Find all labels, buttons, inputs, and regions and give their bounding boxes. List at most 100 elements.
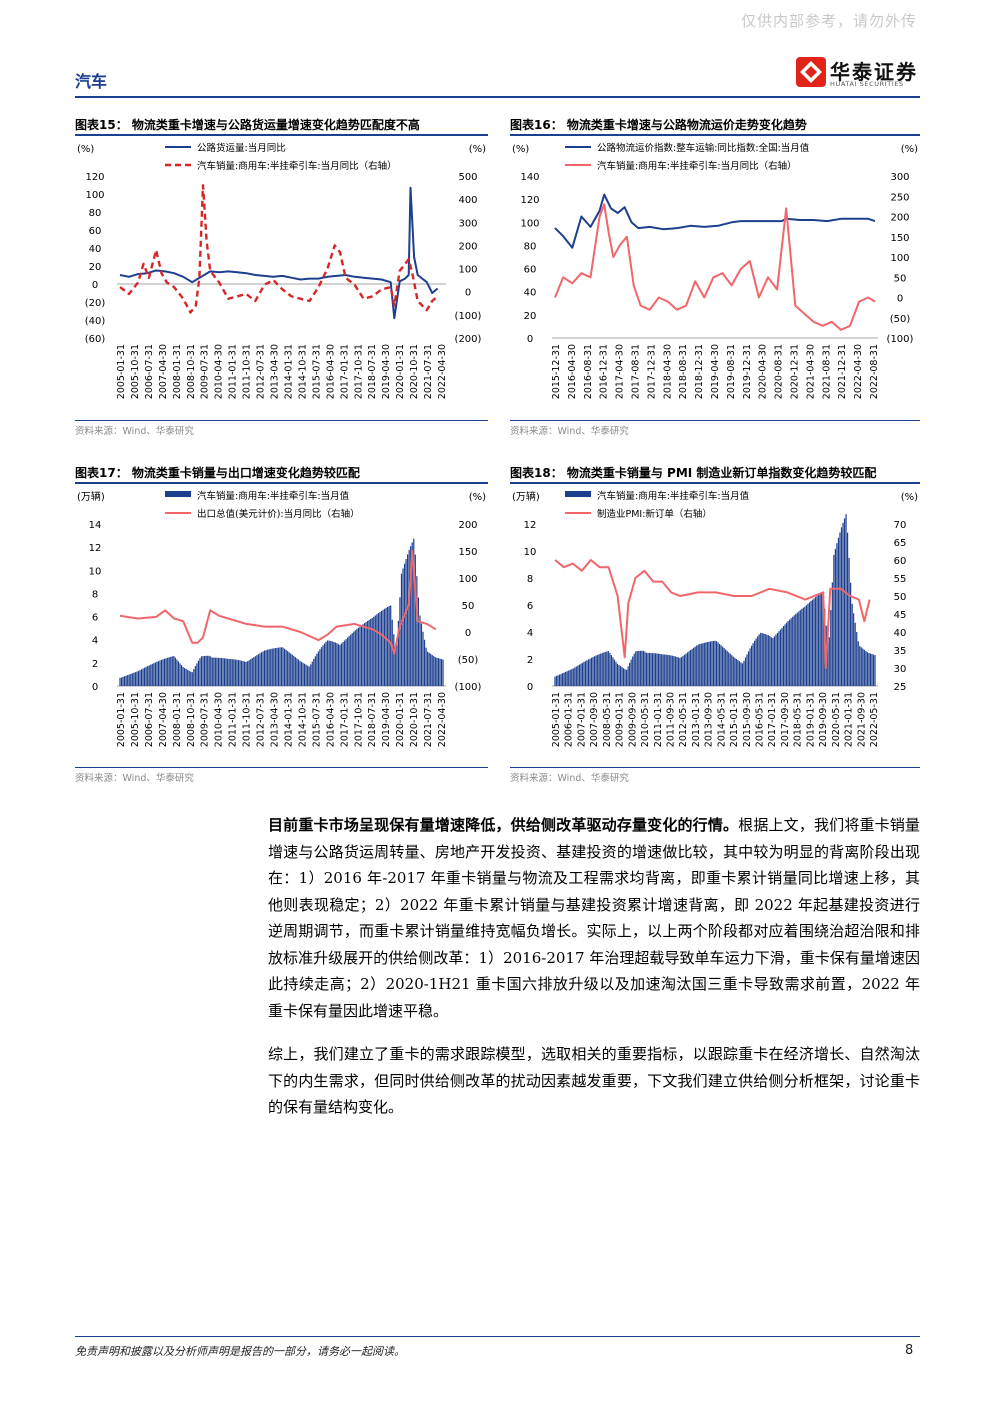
right-tick-label: 0 xyxy=(465,628,471,639)
bar xyxy=(612,657,614,686)
bar xyxy=(294,657,296,686)
bar xyxy=(210,656,212,686)
bar xyxy=(735,658,737,686)
bar xyxy=(144,667,146,686)
bar xyxy=(665,654,667,686)
bar xyxy=(648,652,651,686)
bar xyxy=(393,634,395,686)
x-tick-label: 2014-10-31 xyxy=(297,344,308,399)
bar xyxy=(373,616,375,686)
x-tick-label: 2016-04-30 xyxy=(325,344,336,399)
bar xyxy=(662,654,664,686)
bar xyxy=(632,656,634,686)
x-tick-label: 2009-01-31 xyxy=(615,692,626,747)
logo-en-text: HUATAI SECURITIES xyxy=(830,80,904,88)
bar xyxy=(722,646,724,686)
bar xyxy=(313,658,315,686)
legend-label: 汽车销量:商用车:半挂牵引车:当月同比（右轴） xyxy=(597,160,797,172)
bar xyxy=(228,658,230,686)
x-tick-label: 2011-10-31 xyxy=(242,344,253,399)
bar xyxy=(233,659,235,686)
paragraph-1-body: 根据上文，我们将重卡销量增速与公路货运周转量、房地产开发投资、基建投资的增速做比… xyxy=(268,816,920,1020)
x-tick-label: 2022-04-30 xyxy=(437,692,448,747)
bar xyxy=(717,642,719,686)
x-tick-label: 2019-04-30 xyxy=(710,344,721,399)
x-tick-label: 2018-12-31 xyxy=(694,344,705,399)
bar xyxy=(787,621,789,686)
bar xyxy=(565,671,567,686)
bar xyxy=(688,651,690,686)
logo-mark-icon xyxy=(796,57,826,87)
bar xyxy=(670,655,672,686)
bar xyxy=(403,563,406,686)
bar xyxy=(179,663,181,686)
bar xyxy=(173,656,175,686)
bar xyxy=(343,640,346,686)
bar xyxy=(337,644,340,686)
bar xyxy=(382,609,384,686)
bar xyxy=(786,622,788,686)
left-tick-label: 20 xyxy=(524,311,537,322)
bar xyxy=(801,608,803,686)
bar xyxy=(658,653,660,686)
page-number: 8 xyxy=(905,1343,914,1358)
bar xyxy=(270,648,272,686)
bar xyxy=(360,625,363,686)
bar xyxy=(245,661,247,686)
bar xyxy=(168,657,170,686)
bar xyxy=(714,640,716,686)
bar xyxy=(243,661,246,686)
left-tick-label: 100 xyxy=(85,190,104,201)
right-tick-label: 50 xyxy=(894,273,907,284)
bar xyxy=(150,664,152,686)
bar xyxy=(560,673,562,686)
x-tick-label: 2021-08-31 xyxy=(821,344,832,399)
x-tick-label: 2020-10-31 xyxy=(409,692,420,747)
x-tick-label: 2005-01-31 xyxy=(116,692,127,747)
bar xyxy=(775,634,777,686)
x-tick-label: 2015-07-31 xyxy=(311,344,322,399)
left-tick-label: 12 xyxy=(524,520,537,531)
bar xyxy=(230,659,232,686)
x-tick-label: 2016-12-31 xyxy=(599,344,610,399)
bar xyxy=(277,647,280,686)
bar xyxy=(325,641,327,686)
bar xyxy=(434,657,436,686)
x-tick-label: 2013-01-31 xyxy=(691,692,702,747)
footer-rule xyxy=(75,1336,920,1337)
x-tick-label: 2017-12-31 xyxy=(646,344,657,399)
bar xyxy=(731,655,733,686)
bar xyxy=(182,667,184,686)
bar xyxy=(265,650,267,686)
bar xyxy=(271,648,273,686)
bar xyxy=(147,666,149,686)
bar xyxy=(575,666,577,686)
bar xyxy=(725,649,727,686)
bar xyxy=(578,664,580,686)
bar xyxy=(211,657,213,686)
left-unit-label: (万辆) xyxy=(77,490,105,503)
bar xyxy=(242,661,244,686)
bar xyxy=(436,657,438,686)
bar xyxy=(767,635,769,686)
bar xyxy=(187,669,189,686)
x-tick-label: 2020-08-31 xyxy=(774,344,785,399)
bar xyxy=(789,619,791,686)
left-tick-label: 20 xyxy=(89,262,102,273)
fig16-source-rule xyxy=(510,420,920,421)
bar xyxy=(334,642,336,686)
right-tick-label: 100 xyxy=(458,265,477,276)
bar xyxy=(180,665,183,686)
bar xyxy=(125,675,127,686)
left-tick-label: 10 xyxy=(89,566,102,577)
x-tick-label: 2007-09-30 xyxy=(589,692,600,747)
bar xyxy=(679,657,681,686)
bar xyxy=(694,646,696,686)
right-tick-label: (100) xyxy=(887,334,914,345)
bar xyxy=(563,672,565,686)
bar xyxy=(609,652,611,686)
x-tick-label: 2012-05-31 xyxy=(678,692,689,747)
series-line xyxy=(119,184,439,314)
bar xyxy=(328,640,330,686)
bar xyxy=(782,626,785,686)
